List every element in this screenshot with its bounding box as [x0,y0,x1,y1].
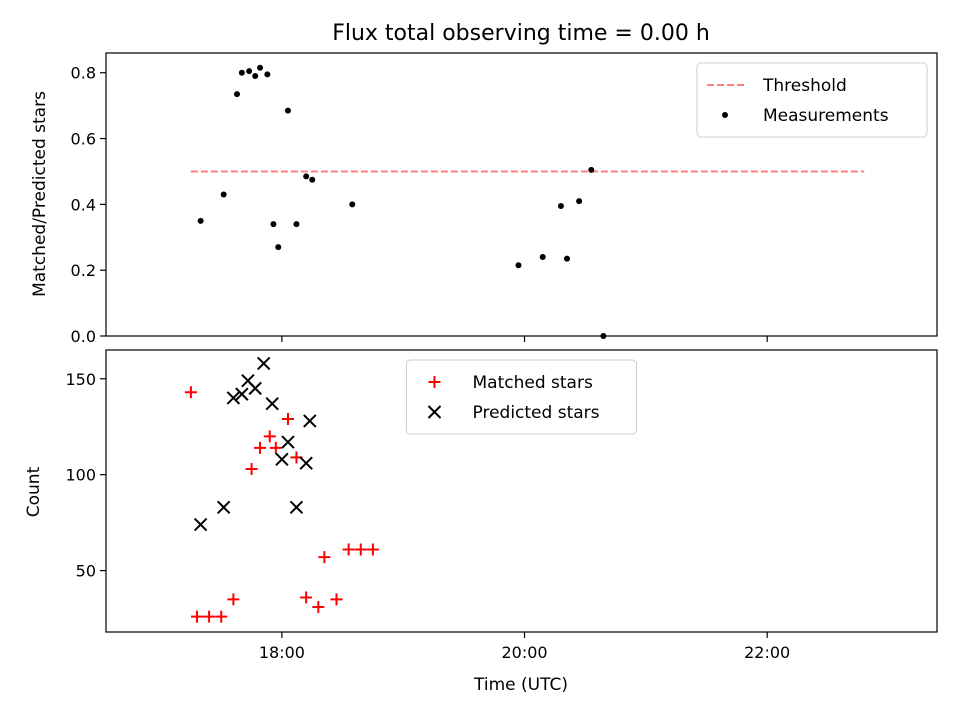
data-point [220,191,227,198]
y-tick-label: 0.4 [71,195,96,214]
series-predicted-stars [193,356,317,532]
top-y-axis-label: Matched/Predicted stars [30,91,50,297]
legend-label: Matched stars [473,373,593,393]
data-point [238,69,245,76]
data-point [193,517,208,532]
data-point [248,381,262,396]
data-point [289,500,304,515]
legend-matched-swatch [428,376,441,388]
data-point [184,386,197,399]
data-point [216,500,231,515]
data-point [303,414,317,428]
y-tick-label: 0.6 [71,130,96,149]
data-point [226,391,241,405]
y-tick-label: 100 [65,466,96,485]
axes-frame [105,349,938,633]
data-point [588,166,595,173]
y-tick-label: 150 [65,370,96,389]
data-point [354,543,367,556]
data-point [342,543,355,556]
legend: Matched stars Predicted stars [406,359,637,435]
data-point [190,610,203,623]
data-point [257,356,271,371]
series-measurements [197,64,607,339]
data-point [265,397,279,411]
data-point [203,610,216,623]
legend-box [696,62,928,138]
data-point [281,435,295,449]
y-tick-label: 0.0 [71,327,96,346]
data-point [366,543,379,556]
data-point [235,387,249,401]
data-point [539,254,546,261]
data-point [293,221,300,228]
data-point [257,64,264,71]
data-point [270,221,277,228]
data-point [254,441,267,454]
data-point [234,91,241,98]
axes-frame [105,52,938,337]
data-point [215,610,228,623]
y-tick-label: 0.8 [71,64,96,83]
data-point [312,601,325,614]
legend-label: Predicted stars [473,403,600,423]
top-panel: 0.0 0.2 0.4 0.6 0.8 Threshold Measurements [71,52,938,346]
data-point [299,456,313,470]
y-tick-label: 0.2 [71,261,96,280]
data-point [197,217,204,224]
data-point [284,107,291,114]
data-point [330,593,343,606]
data-point [563,255,570,262]
data-point [275,452,289,467]
data-point [309,176,316,183]
data-point [300,591,313,604]
data-point [245,462,258,475]
data-point [303,173,310,180]
x-tick-label: 18:00 [259,643,305,662]
x-tick-label: 20:00 [501,643,547,662]
series-matched-stars [184,386,379,623]
data-point [269,441,282,454]
legend-box [406,359,637,435]
legend-measurements-swatch [722,112,728,118]
bottom-y-axis-label: Count [24,466,44,517]
data-point [227,593,240,606]
data-point [349,201,356,208]
legend-label: Measurements [763,106,889,126]
data-point [515,262,522,269]
legend: Threshold Measurements [696,62,928,138]
data-point [264,71,271,78]
bottom-panel: 18:0020:0022:0000:0002:0004:0050100150Ma… [65,349,938,662]
data-point [275,244,282,251]
chart-title: Flux total observing time = 0.00 h [332,21,710,46]
data-point [246,68,253,75]
y-tick-label: 50 [76,562,96,581]
legend-label: Threshold [762,76,847,96]
data-point [318,551,331,564]
data-point [252,73,259,80]
legend-predicted-swatch [427,405,442,419]
data-point [557,203,564,210]
data-point [263,430,276,443]
data-point [281,413,294,426]
x-axis-label: Time (UTC) [473,675,568,695]
data-point [576,198,583,205]
x-tick-label: 22:00 [744,643,790,662]
